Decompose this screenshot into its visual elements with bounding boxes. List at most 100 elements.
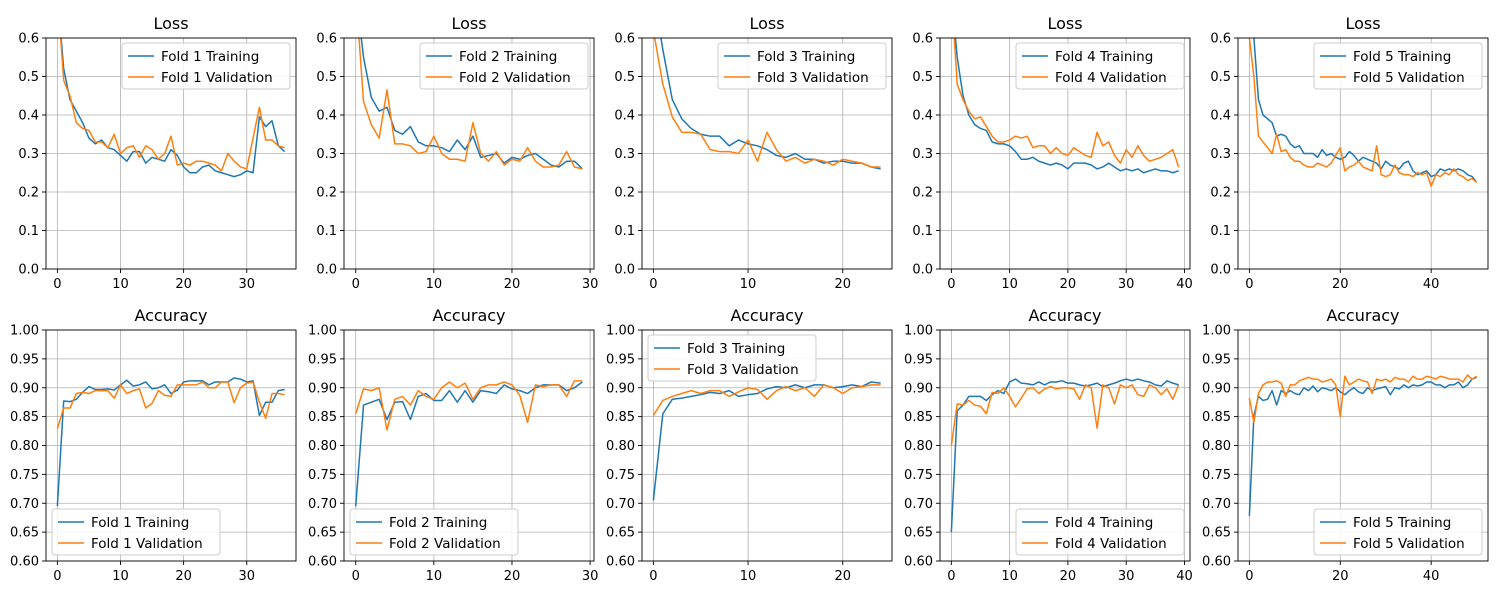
chart-panel-3: 0.0 0.1 0.2 0.3 0.4 0.5 0.6 0 10 20 Loss Fold 3 Tra… — [614, 14, 893, 292]
series-line-training — [1248, 376, 1477, 516]
x-tick-label: 10 — [740, 277, 757, 292]
x-tick-label: 0 — [352, 277, 360, 292]
y-tick-label: 0.2 — [912, 186, 933, 201]
panel-title: Loss — [1345, 14, 1380, 33]
y-tick-label: 0.3 — [614, 147, 635, 162]
y-tick-label: 0.6 — [912, 32, 933, 47]
y-tick-label: 0.80 — [904, 439, 933, 454]
y-tick-label: 0.4 — [316, 109, 337, 124]
y-tick-label: 0.95 — [904, 352, 933, 367]
y-tick-label: 0.80 — [606, 439, 635, 454]
y-tick-label: 0.80 — [10, 439, 39, 454]
legend-box — [121, 42, 291, 90]
y-tick-label: 0.85 — [904, 410, 933, 425]
panel-title: Accuracy — [432, 306, 505, 325]
y-tick-label: 0.6 — [18, 32, 39, 47]
legend-label: Fold 3 Validation — [687, 362, 799, 378]
y-tick-label: 0.6 — [614, 32, 635, 47]
legend: Fold 2 Training Fold 2 Validation — [419, 42, 589, 90]
y-tick-label: 0.85 — [606, 410, 635, 425]
y-tick-label: 0.85 — [308, 410, 337, 425]
y-tick-label: 0.60 — [308, 555, 337, 570]
y-tick-label: 0.65 — [10, 526, 39, 541]
y-tick-label: 0.85 — [10, 410, 39, 425]
y-tick-label: 1.00 — [10, 324, 39, 339]
y-tick-label: 0.0 — [316, 263, 337, 278]
series-line-validation — [653, 38, 881, 168]
y-tick-label: 0.60 — [904, 555, 933, 570]
y-tick-label: 0.65 — [606, 526, 635, 541]
x-tick-label: 10 — [426, 569, 443, 584]
x-tick-label: 10 — [740, 569, 757, 584]
series-line-validation — [358, 38, 583, 170]
y-tick-label: 0.95 — [10, 352, 39, 367]
x-tick-label: 40 — [1176, 569, 1193, 584]
y-tick-label: 0.1 — [18, 224, 39, 239]
y-tick-label: 0.80 — [1202, 439, 1231, 454]
x-tick-label: 20 — [504, 277, 521, 292]
y-tick-label: 0.70 — [606, 497, 635, 512]
x-tick-label: 20 — [1332, 569, 1349, 584]
series-line-validation — [355, 380, 583, 431]
legend: Fold 1 Training Fold 1 Validation — [51, 508, 221, 556]
legend-box — [647, 334, 817, 382]
y-tick-label: 0.70 — [1202, 497, 1231, 512]
legend-label: Fold 2 Training — [459, 49, 557, 65]
legend-label: Fold 4 Validation — [1055, 536, 1167, 552]
x-tick-label: 0 — [649, 569, 657, 584]
chart-panel-4: 0.0 0.1 0.2 0.3 0.4 0.5 0.6 0 10 20 30 40 Loss Fold 4… — [912, 14, 1193, 292]
y-tick-label: 0.3 — [18, 147, 39, 162]
legend-box — [1015, 42, 1185, 90]
series-line-training — [660, 38, 881, 170]
y-tick-label: 0.2 — [1210, 186, 1231, 201]
y-tick-label: 0.4 — [1210, 109, 1231, 124]
legend-label: Fold 4 Validation — [1055, 70, 1167, 86]
legend: Fold 5 Training Fold 5 Validation — [1313, 508, 1483, 556]
series-line-validation — [59, 38, 285, 172]
x-tick-label: 20 — [1060, 569, 1077, 584]
series-line-training — [652, 381, 881, 501]
y-tick-label: 0.0 — [912, 263, 933, 278]
legend: Fold 3 Training Fold 3 Validation — [717, 42, 887, 90]
y-tick-label: 0.0 — [1210, 263, 1231, 278]
legend-label: Fold 2 Validation — [389, 536, 501, 552]
y-tick-label: 1.00 — [308, 324, 337, 339]
legend-label: Fold 5 Validation — [1353, 70, 1465, 86]
x-tick-label: 40 — [1176, 277, 1193, 292]
x-tick-label: 20 — [1060, 277, 1077, 292]
chart-panel-6: 0.60 0.65 0.70 0.75 0.80 0.85 0.90 0.95 1.00 0 10 2… — [10, 306, 297, 584]
legend: Fold 2 Training Fold 2 Validation — [349, 508, 519, 556]
y-tick-label: 0.3 — [316, 147, 337, 162]
y-tick-label: 0.95 — [308, 352, 337, 367]
x-tick-label: 10 — [1001, 277, 1018, 292]
y-tick-label: 1.00 — [1202, 324, 1231, 339]
x-tick-label: 30 — [582, 569, 599, 584]
x-tick-label: 10 — [1001, 569, 1018, 584]
chart-panel-1: 0.0 0.1 0.2 0.3 0.4 0.5 0.6 0 10 20 30 Loss Fold 1 T… — [18, 14, 297, 292]
x-tick-label: 20 — [175, 277, 192, 292]
y-tick-label: 0.5 — [912, 70, 933, 85]
legend-label: Fold 3 Training — [687, 341, 785, 357]
x-tick-label: 10 — [112, 277, 129, 292]
legend-label: Fold 4 Training — [1055, 515, 1153, 531]
panel-title: Accuracy — [1028, 306, 1101, 325]
y-tick-label: 0.75 — [904, 468, 933, 483]
legend-label: Fold 3 Validation — [757, 70, 869, 86]
x-tick-label: 0 — [649, 277, 657, 292]
y-tick-label: 0.3 — [912, 147, 933, 162]
y-tick-label: 0.4 — [912, 109, 933, 124]
y-tick-label: 0.90 — [904, 381, 933, 396]
legend: Fold 1 Training Fold 1 Validation — [121, 42, 291, 90]
y-tick-label: 0.65 — [1202, 526, 1231, 541]
y-tick-label: 0.65 — [904, 526, 933, 541]
chart-panel-2: 0.0 0.1 0.2 0.3 0.4 0.5 0.6 0 10 20 30 Loss Fold 2 T… — [316, 14, 598, 292]
y-tick-label: 0.5 — [614, 70, 635, 85]
x-tick-label: 0 — [1245, 569, 1253, 584]
legend: Fold 4 Training Fold 4 Validation — [1015, 42, 1185, 90]
legend-box — [1313, 508, 1483, 556]
legend-label: Fold 1 Validation — [161, 70, 273, 86]
series-line-validation — [652, 384, 881, 416]
y-tick-label: 0.5 — [316, 70, 337, 85]
y-tick-label: 1.00 — [904, 324, 933, 339]
